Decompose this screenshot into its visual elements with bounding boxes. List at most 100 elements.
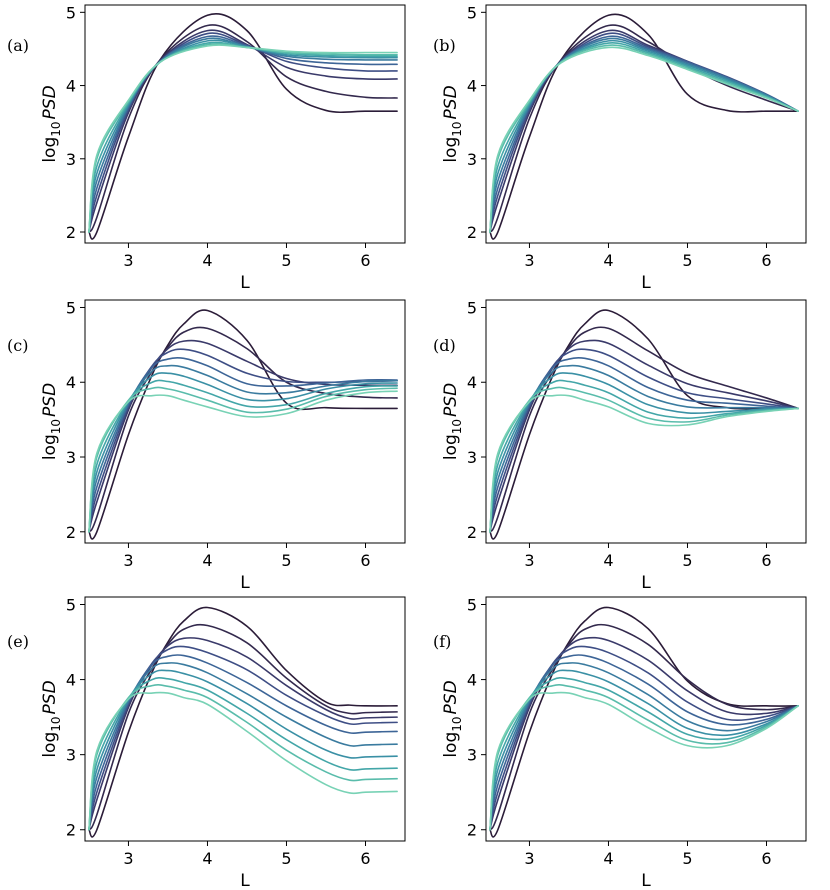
series-line-3: [489, 339, 799, 533]
y-axis-label-psd: PSD: [40, 680, 60, 714]
x-tick-label: 6: [360, 849, 370, 868]
x-tick-label: 5: [281, 251, 291, 270]
series-line-2: [489, 24, 799, 233]
series-line-5: [88, 356, 398, 533]
y-axis-label-subscript: 10: [450, 121, 464, 136]
series-line-3: [489, 29, 799, 233]
series-group: [489, 606, 799, 838]
y-axis-label-subscript: 10: [49, 419, 63, 434]
series-line-7: [489, 372, 799, 533]
series-line-10: [88, 390, 398, 533]
x-tick-label: 3: [524, 849, 534, 868]
y-axis-label-subscript: 10: [49, 121, 63, 136]
x-axis-label: L: [641, 273, 651, 293]
y-tick-label: 2: [66, 821, 76, 840]
y-tick-label: 4: [467, 671, 477, 690]
y-axis-label: log10 PSD: [441, 680, 464, 757]
x-tick-label: 4: [202, 551, 212, 570]
y-axis-label-log: log: [441, 732, 461, 758]
y-axis-label-psd: PSD: [441, 680, 461, 714]
series-group: [88, 13, 398, 240]
series-line-1: [489, 13, 799, 240]
plot-frame: [84, 299, 406, 544]
series-line-3: [88, 29, 398, 233]
y-tick-label: 5: [66, 3, 76, 22]
series-line-3: [88, 636, 398, 831]
y-axis-label-log: log: [40, 434, 60, 460]
y-axis-label: log10 PSD: [40, 85, 63, 162]
y-tick-label: 2: [66, 223, 76, 242]
series-line-3: [489, 636, 799, 831]
y-tick-label: 4: [467, 77, 477, 96]
y-tick-label: 5: [467, 3, 477, 22]
series-line-6: [489, 37, 799, 233]
series-group: [88, 309, 398, 540]
panel-label: (a): [7, 36, 29, 55]
x-tick-label: 5: [682, 251, 692, 270]
panel-label: (c): [7, 336, 28, 355]
y-tick-label: 5: [467, 596, 477, 615]
y-axis-label-psd: PSD: [40, 85, 60, 119]
y-axis-label-log: log: [40, 732, 60, 758]
series-line-10: [88, 691, 398, 831]
series-line-8: [489, 379, 799, 533]
y-axis-label-log: log: [441, 137, 461, 163]
x-tick-label: 5: [281, 551, 291, 570]
series-line-7: [88, 39, 398, 233]
series-line-5: [489, 356, 799, 533]
y-axis-label-subscript: 10: [49, 716, 63, 731]
x-tick-label: 4: [202, 251, 212, 270]
series-line-4: [88, 32, 398, 233]
series-line-10: [489, 394, 799, 533]
series-line-3: [88, 339, 398, 533]
series-line-5: [88, 35, 398, 233]
plot-frame: [485, 4, 807, 244]
panel-label: (e): [7, 632, 29, 651]
series-line-4: [489, 348, 799, 533]
series-line-6: [88, 364, 398, 533]
y-tick-label: 3: [66, 150, 76, 169]
panel-label: (f): [433, 632, 451, 651]
panel-label: (d): [433, 336, 456, 355]
x-tick-label: 3: [524, 251, 534, 270]
series-line-10: [489, 46, 799, 233]
series-line-2: [88, 24, 398, 233]
y-axis-label-log: log: [40, 137, 60, 163]
series-line-7: [88, 372, 398, 533]
y-axis-label-psd: PSD: [441, 383, 461, 417]
y-axis-label-log: log: [441, 434, 461, 460]
plot-frame: [84, 596, 406, 842]
x-tick-label: 6: [761, 849, 771, 868]
series-group: [489, 13, 799, 240]
x-axis-label: L: [240, 871, 250, 890]
series-line-6: [88, 662, 398, 831]
panel-label: (b): [433, 36, 456, 55]
plot-frame: [485, 299, 807, 544]
series-line-10: [489, 691, 799, 831]
x-tick-label: 3: [123, 849, 133, 868]
series-group: [88, 606, 398, 838]
y-tick-label: 3: [66, 448, 76, 467]
y-tick-label: 2: [467, 821, 477, 840]
series-line-6: [489, 364, 799, 533]
y-tick-label: 5: [66, 596, 76, 615]
y-axis-label: log10 PSD: [441, 85, 464, 162]
y-tick-label: 2: [467, 223, 477, 242]
series-line-2: [88, 623, 398, 831]
x-tick-label: 5: [281, 849, 291, 868]
series-line-2: [88, 326, 398, 533]
y-axis-label-psd: PSD: [40, 383, 60, 417]
y-axis-label-subscript: 10: [450, 716, 464, 731]
y-axis-label-subscript: 10: [450, 419, 464, 434]
y-axis-label: log10 PSD: [441, 383, 464, 460]
y-tick-label: 4: [66, 671, 76, 690]
plot-frame: [485, 596, 807, 842]
x-tick-label: 5: [682, 551, 692, 570]
x-tick-label: 4: [603, 251, 613, 270]
series-line-1: [88, 13, 398, 240]
plot-frame: [84, 4, 406, 244]
y-tick-label: 5: [467, 298, 477, 317]
